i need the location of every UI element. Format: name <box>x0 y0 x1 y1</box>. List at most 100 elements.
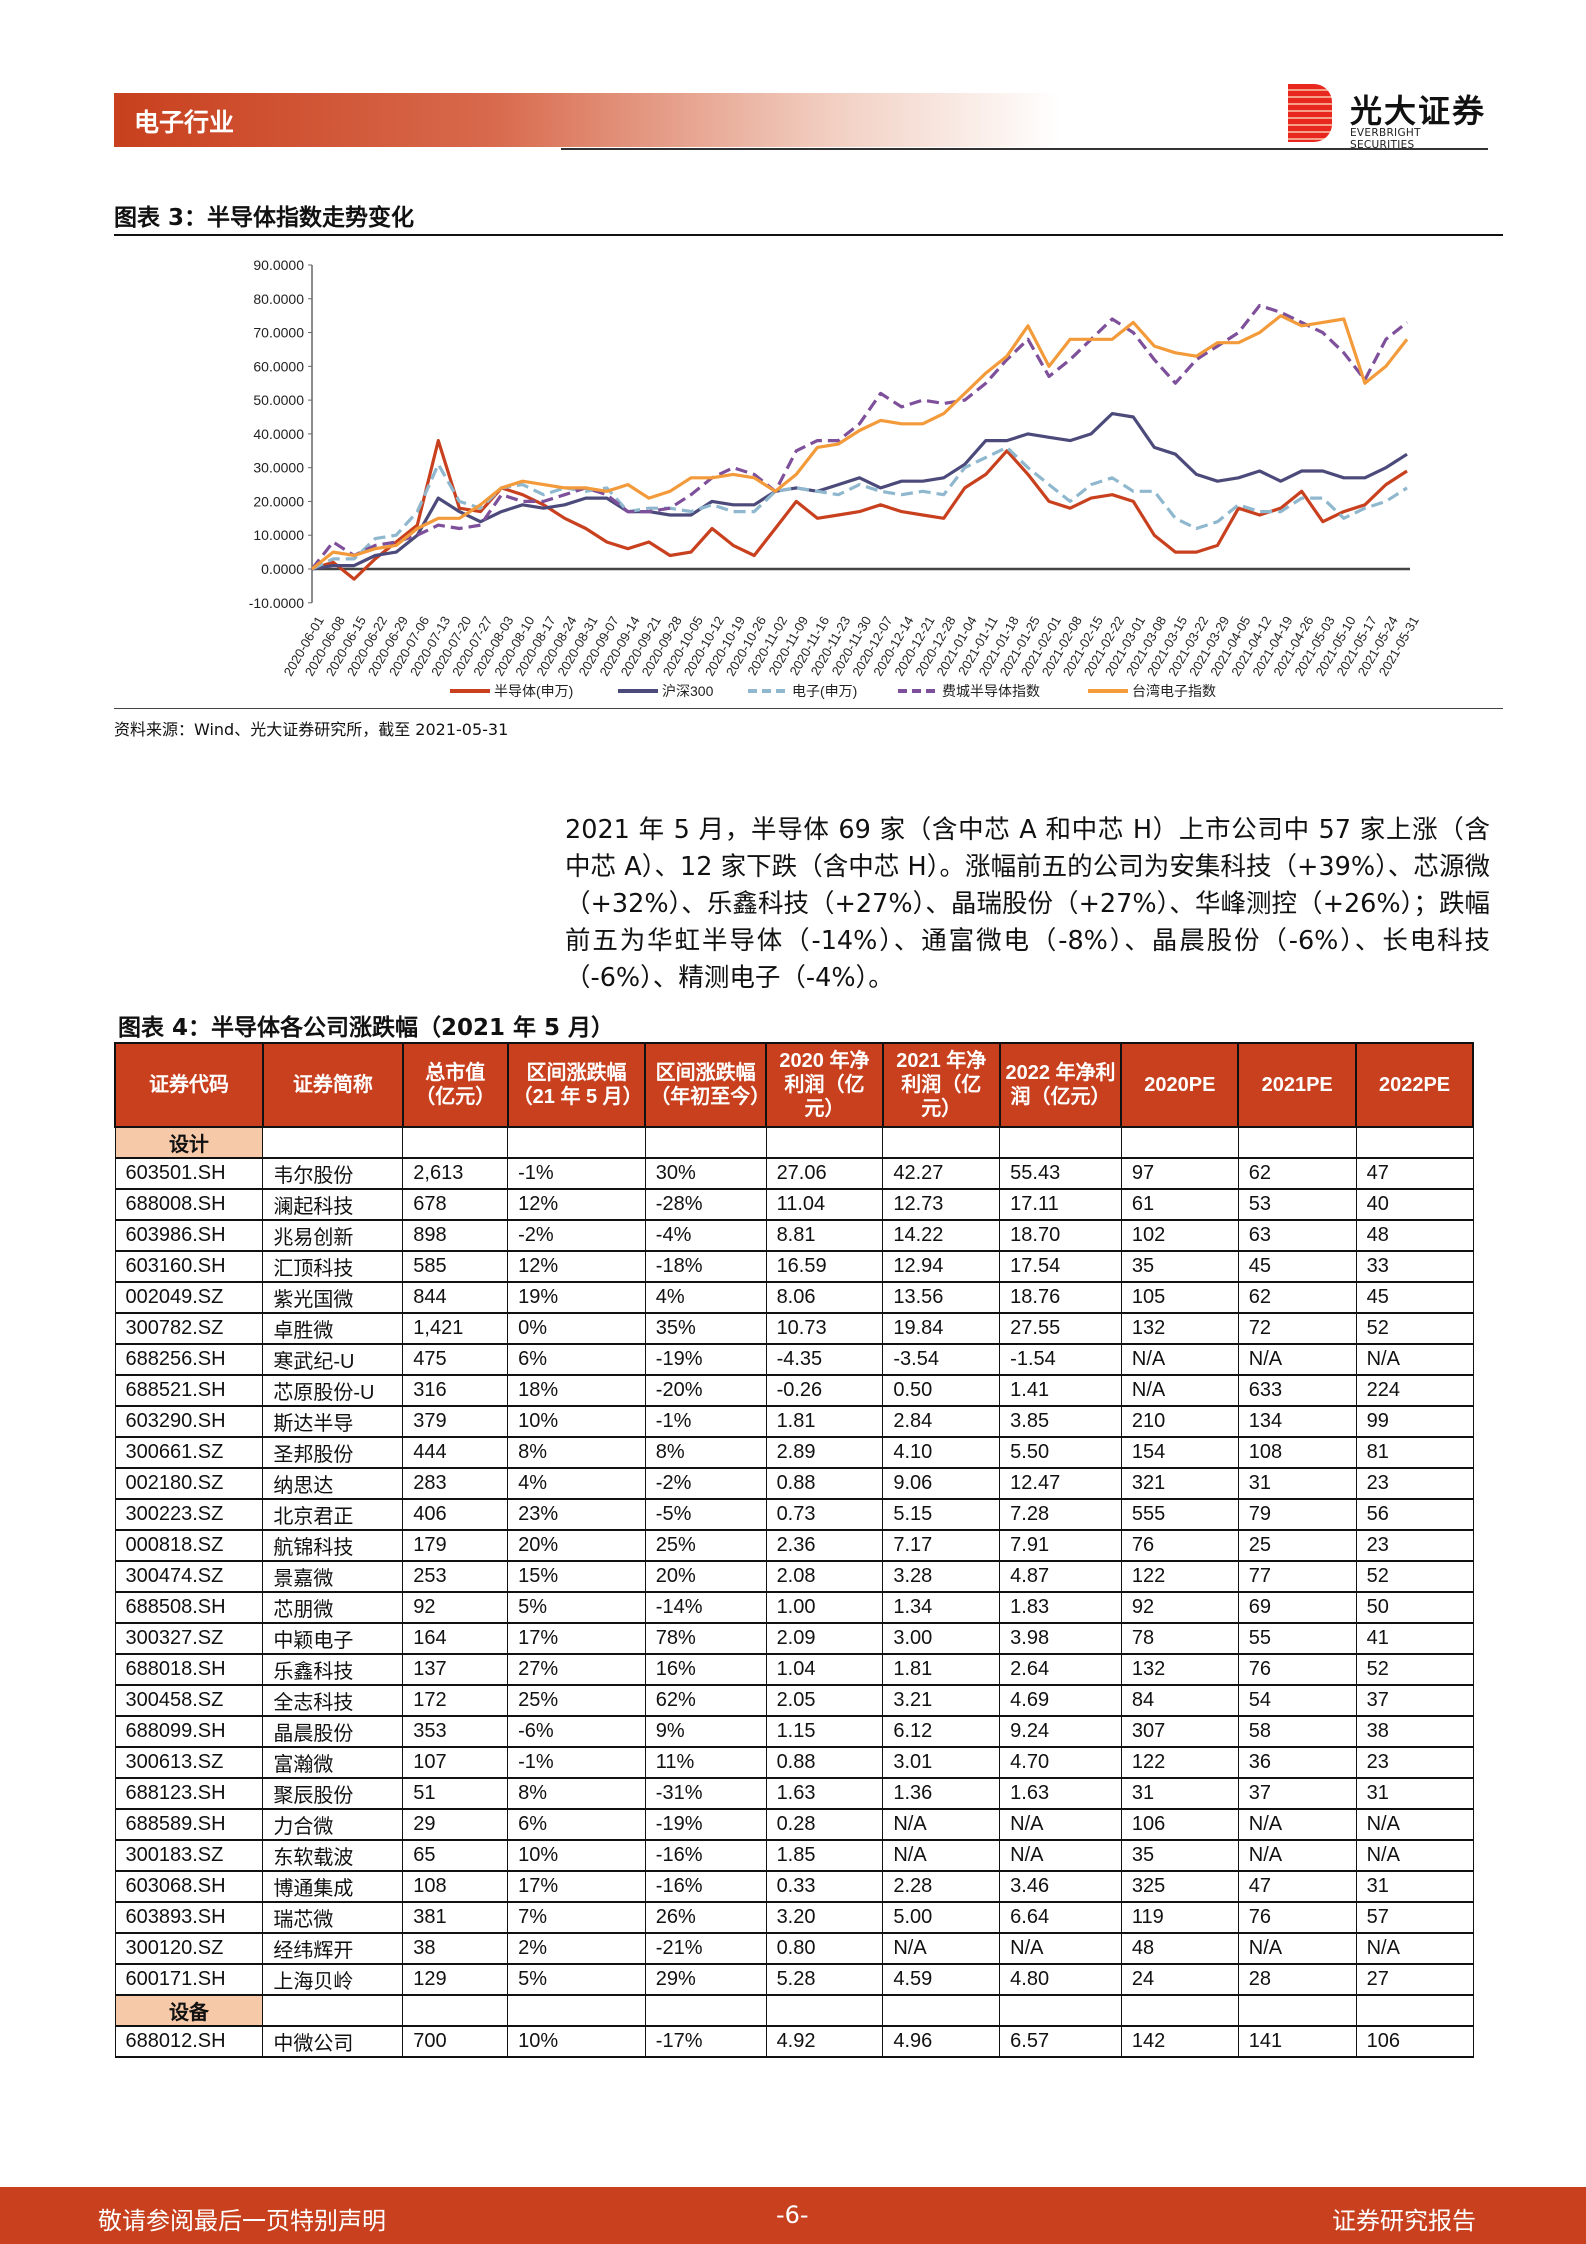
empty-cell <box>644 1126 767 1159</box>
table-cell: 31 <box>1355 1777 1474 1810</box>
legend-label: 半导体(申万) <box>494 683 573 699</box>
series-line <box>310 303 1409 570</box>
table-cell: N/A <box>1355 1932 1474 1965</box>
table-cell: 9.24 <box>999 1715 1122 1748</box>
legend-label: 电子(申万) <box>792 683 857 699</box>
table-cell: 1.34 <box>882 1591 1001 1624</box>
table-cell: 12.73 <box>882 1188 1001 1221</box>
table-cell: 5.28 <box>765 1963 884 1996</box>
table-row: 002049.SZ 紫光国微 844 19% 4% 8.06 13.56 18.76 105 62… <box>114 1281 1474 1314</box>
table-cell: 芯朋微 <box>262 1591 404 1624</box>
table-cell: 41 <box>1355 1622 1474 1655</box>
empty-cell <box>1237 1126 1357 1159</box>
table-cell: 000818.SZ <box>114 1529 264 1562</box>
table-cell: 321 <box>1120 1467 1239 1500</box>
table-cell: 688256.SH <box>114 1343 264 1376</box>
empty-cell <box>999 1126 1122 1159</box>
table-cell: 20% <box>644 1560 767 1593</box>
index-trend-chart: 90.0000 80.0000 70.0000 60.0000 50.0000 40.00… <box>249 257 1422 699</box>
table-cell: 中颖电子 <box>262 1622 404 1655</box>
table-cell: 45 <box>1237 1250 1357 1283</box>
table-cell: 7.91 <box>999 1529 1122 1562</box>
table-cell: 142 <box>1120 2025 1239 2058</box>
table-cell: 4.69 <box>999 1684 1122 1717</box>
table-cell: N/A <box>1237 1808 1357 1841</box>
table-cell: 603986.SH <box>114 1219 264 1252</box>
table-cell: 603893.SH <box>114 1901 264 1934</box>
table-row: 688508.SH 芯朋微 92 5% -14% 1.00 1.34 1.83 92 69 50 <box>114 1591 1474 1624</box>
column-header: 2022 年净利润（亿元） <box>998 1042 1123 1128</box>
table-row: 688018.SH 乐鑫科技 137 27% 16% 1.04 1.81 2.64 132 76 5… <box>114 1653 1474 1686</box>
table-cell: 兆易创新 <box>262 1219 404 1252</box>
table-cell: 97 <box>1120 1157 1239 1190</box>
empty-cell <box>1120 1994 1239 2027</box>
table-cell: -4.35 <box>765 1343 884 1376</box>
table-cell: 81 <box>1355 1436 1474 1469</box>
table-cell: -6% <box>507 1715 646 1748</box>
table-cell: -17% <box>644 2025 767 2058</box>
y-tick-label: 40.0000 <box>253 426 304 442</box>
table-cell: 0% <box>507 1312 646 1345</box>
table-cell: 28 <box>1237 1963 1357 1996</box>
table-cell: 6.64 <box>999 1901 1122 1934</box>
table-row: 300458.SZ 全志科技 172 25% 62% 2.05 3.21 4.69 84 54 37 <box>114 1684 1474 1717</box>
table-cell: -2% <box>507 1219 646 1252</box>
table-cell: 50 <box>1355 1591 1474 1624</box>
empty-cell <box>402 1994 509 2027</box>
table-cell: N/A <box>1237 1839 1357 1872</box>
table-cell: 47 <box>1237 1870 1357 1903</box>
table-cell: 晶晨股份 <box>262 1715 404 1748</box>
table-cell: 7.17 <box>882 1529 1001 1562</box>
table-cell: 164 <box>402 1622 509 1655</box>
table-cell: 1,421 <box>402 1312 509 1345</box>
table-cell: 31 <box>1237 1467 1357 1500</box>
table-cell: N/A <box>882 1932 1001 1965</box>
table-cell: 2% <box>507 1932 646 1965</box>
table-cell: 7% <box>507 1901 646 1934</box>
table-cell: 3.21 <box>882 1684 1001 1717</box>
table-cell: 700 <box>402 2025 509 2058</box>
table-cell: 52 <box>1355 1312 1474 1345</box>
table-cell: 18.76 <box>999 1281 1122 1314</box>
table-cell: 3.98 <box>999 1622 1122 1655</box>
column-header: 证券简称 <box>261 1042 404 1128</box>
table-cell: 澜起科技 <box>262 1188 404 1221</box>
column-header: 2021 年净利润（亿元） <box>881 1042 1001 1128</box>
table-row: 300474.SZ 景嘉微 253 15% 20% 2.08 3.28 4.87 122 77 52 <box>114 1560 1474 1593</box>
table-cell: 58 <box>1237 1715 1357 1748</box>
table-row: 300661.SZ 圣邦股份 444 8% 8% 2.89 4.10 5.50 154 108 81 <box>114 1436 1474 1469</box>
table-cell: 29% <box>644 1963 767 1996</box>
table-cell: 688008.SH <box>114 1188 264 1221</box>
table-cell: 9% <box>644 1715 767 1748</box>
table-cell: 47 <box>1355 1157 1474 1190</box>
table-row: 688123.SH 聚辰股份 51 8% -31% 1.63 1.36 1.63 31 37 31 <box>114 1777 1474 1810</box>
table-row: 300327.SZ 中颖电子 164 17% 78% 2.09 3.00 3.98 78 55 41 <box>114 1622 1474 1655</box>
table-cell: 688012.SH <box>114 2025 264 2058</box>
table-cell: 325 <box>1120 1870 1239 1903</box>
table-cell: 18% <box>507 1374 646 1407</box>
table-cell: N/A <box>999 1932 1122 1965</box>
table-cell: 27.55 <box>999 1312 1122 1345</box>
table-cell: 纳思达 <box>262 1467 404 1500</box>
table-cell: N/A <box>999 1839 1122 1872</box>
table-cell: 78% <box>644 1622 767 1655</box>
y-tick-label: 80.0000 <box>253 291 304 307</box>
table-cell: 25% <box>507 1684 646 1717</box>
table-cell: 经纬辉开 <box>262 1932 404 1965</box>
table-cell: 8.81 <box>765 1219 884 1252</box>
table-cell: -16% <box>644 1839 767 1872</box>
table-cell: 107 <box>402 1746 509 1779</box>
table-cell: N/A <box>882 1839 1001 1872</box>
table-cell: 56 <box>1355 1498 1474 1531</box>
y-tick-label: 70.0000 <box>253 325 304 341</box>
table-cell: 45 <box>1355 1281 1474 1314</box>
table-cell: 844 <box>402 1281 509 1314</box>
table-cell: 78 <box>1120 1622 1239 1655</box>
empty-cell <box>262 1126 404 1159</box>
table-row: 603068.SH 博通集成 108 17% -16% 0.33 2.28 3.46 325 47… <box>114 1870 1474 1903</box>
table-cell: 253 <box>402 1560 509 1593</box>
table-cell: -1% <box>507 1746 646 1779</box>
table-cell: 17.54 <box>999 1250 1122 1283</box>
empty-cell <box>1355 1994 1474 2027</box>
table-cell: 2.84 <box>882 1405 1001 1438</box>
